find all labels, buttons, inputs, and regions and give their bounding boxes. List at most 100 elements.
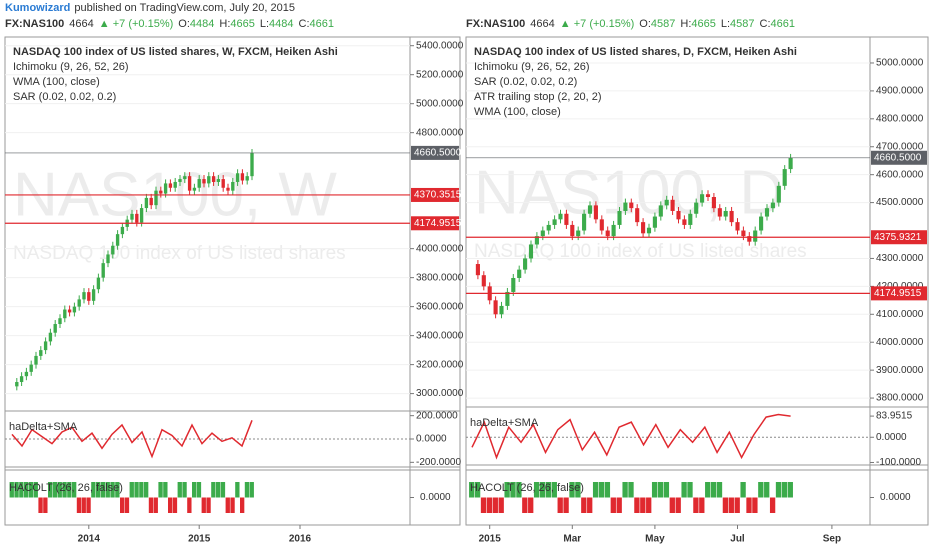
ohlc-value: 4587 bbox=[651, 18, 675, 30]
candle bbox=[168, 183, 173, 188]
hacolt-bar bbox=[557, 497, 563, 513]
hacolt-bar bbox=[592, 482, 599, 498]
candle bbox=[552, 219, 557, 225]
candle bbox=[91, 289, 96, 301]
candle bbox=[764, 208, 770, 217]
hacolt-bar bbox=[148, 497, 154, 513]
hacolt-bar bbox=[545, 482, 552, 498]
x-tick-label: Sep bbox=[823, 534, 841, 545]
hacolt-bar bbox=[9, 482, 14, 498]
ohlc-key: C: bbox=[299, 18, 310, 30]
candle bbox=[202, 179, 206, 184]
hacolt-bar bbox=[634, 497, 640, 513]
legend-line: SAR (0.02, 0.02, 0.2) bbox=[13, 91, 116, 103]
watermark-subtitle: NASDAQ 100 index of US listed shares bbox=[474, 241, 807, 262]
candle bbox=[782, 169, 787, 186]
candle bbox=[53, 324, 57, 333]
hacolt-bar bbox=[196, 482, 202, 498]
y-tick-label: 4000.0000 bbox=[876, 337, 924, 348]
legend-line: SAR (0.02, 0.02, 0.2) bbox=[474, 76, 577, 88]
candle bbox=[67, 309, 72, 313]
hacolt-bar bbox=[182, 482, 187, 498]
candle bbox=[77, 299, 81, 307]
x-tick-label: 2015 bbox=[479, 534, 502, 545]
y-tick-label: 4600.0000 bbox=[876, 169, 924, 180]
candle bbox=[729, 210, 734, 223]
y-tick-label: 3000.0000 bbox=[416, 388, 464, 399]
symbol: FX:NAS100 bbox=[5, 18, 64, 30]
candle bbox=[63, 309, 67, 319]
hacolt-bar bbox=[33, 482, 38, 498]
candle bbox=[664, 199, 669, 206]
hacolt-bar bbox=[110, 482, 115, 498]
legend-line: Ichimoku (9, 26, 52, 26) bbox=[13, 61, 129, 73]
hacolt-bar bbox=[728, 497, 734, 513]
y-tick-label: 0.0000 bbox=[880, 492, 911, 503]
candle bbox=[652, 216, 657, 228]
candle bbox=[29, 364, 33, 372]
candle bbox=[493, 300, 498, 315]
candle bbox=[587, 205, 593, 214]
hacolt-bar bbox=[646, 497, 652, 513]
published: published on TradingView.com, July 20, 2… bbox=[74, 2, 295, 14]
hacolt-bar bbox=[115, 482, 120, 498]
price-level-label: 4370.3515 bbox=[414, 190, 462, 201]
x-tick-label: May bbox=[645, 534, 665, 545]
legend-line: NASDAQ 100 index of US listed shares, W,… bbox=[13, 46, 338, 58]
y-tick-label: -100.0000 bbox=[876, 457, 921, 468]
candle bbox=[101, 263, 105, 278]
hacolt-bar bbox=[575, 482, 581, 498]
hacolt-bar bbox=[225, 497, 230, 513]
candle bbox=[528, 244, 534, 259]
candle bbox=[178, 179, 182, 182]
hacolt-bar bbox=[616, 497, 622, 513]
candle bbox=[154, 190, 158, 206]
candle bbox=[670, 199, 675, 211]
candle bbox=[163, 183, 168, 194]
y-tick-label: 200.0000 bbox=[416, 410, 458, 421]
candle bbox=[39, 350, 43, 356]
hacolt-bar bbox=[528, 497, 534, 513]
hacolt-bar bbox=[587, 497, 593, 513]
ohlc-value: 4661 bbox=[310, 18, 334, 30]
hacolt-bar bbox=[172, 497, 178, 513]
candle bbox=[646, 227, 652, 234]
watermark-subtitle: NASDAQ 100 index of US listed shares bbox=[13, 243, 346, 264]
price-level-label: 4660.5000 bbox=[874, 152, 922, 163]
candle bbox=[192, 187, 197, 191]
hacolt-bar bbox=[52, 482, 58, 498]
candle bbox=[735, 222, 740, 231]
delta-line bbox=[471, 413, 791, 460]
candle bbox=[682, 219, 687, 225]
hacolt-bar bbox=[769, 497, 776, 513]
price-level-badge bbox=[411, 145, 459, 160]
x-tick-label: 2016 bbox=[289, 534, 312, 545]
hacolt-bar bbox=[14, 482, 19, 498]
candle bbox=[19, 376, 24, 383]
author[interactable]: Kumowizard bbox=[5, 2, 70, 14]
hacolt-bar bbox=[581, 497, 587, 513]
candle bbox=[617, 210, 622, 225]
candle bbox=[235, 173, 240, 182]
candle bbox=[593, 205, 598, 220]
y-tick-label: 4900.0000 bbox=[876, 86, 924, 97]
candle bbox=[207, 176, 211, 184]
hacolt-bar bbox=[758, 482, 764, 498]
candle bbox=[558, 213, 563, 220]
candle bbox=[72, 306, 77, 313]
ohlc-value: 4484 bbox=[190, 18, 214, 30]
y-tick-label: 3600.0000 bbox=[416, 301, 464, 312]
hacolt-bar bbox=[510, 482, 516, 498]
price-level-badge bbox=[411, 187, 459, 202]
hacolt-bar bbox=[640, 497, 646, 513]
delta-line bbox=[11, 420, 253, 459]
candle bbox=[159, 190, 163, 194]
candle bbox=[788, 157, 793, 170]
price-level-badge bbox=[871, 286, 927, 301]
candle bbox=[111, 245, 115, 255]
candle bbox=[221, 179, 225, 188]
candle bbox=[776, 185, 781, 203]
pane-title: haDelta+SMA bbox=[470, 417, 539, 429]
candle bbox=[135, 213, 139, 223]
